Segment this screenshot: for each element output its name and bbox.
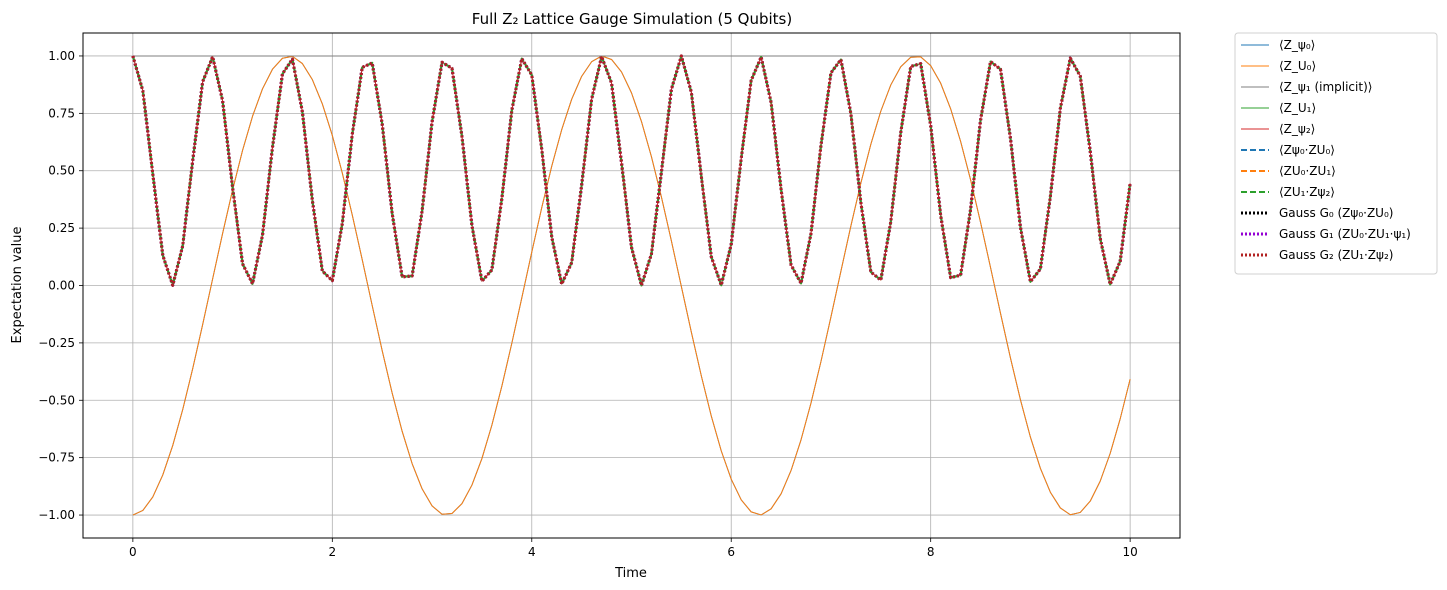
x-tick-label: 10 — [1122, 545, 1137, 559]
legend-label-3: ⟨Z_U₁⟩ — [1279, 101, 1316, 115]
y-tick-label: −0.50 — [38, 393, 75, 407]
legend-frame — [1234, 32, 1438, 275]
y-tick-label: 0.75 — [48, 106, 75, 120]
y-tick-label: 1.00 — [48, 49, 75, 63]
y-tick-label: 0.00 — [48, 279, 75, 293]
legend: ⟨Z_ψ₀⟩ ⟨Z_U₀⟩ ⟨Z_ψ₁ (implicit)⟩ ⟨Z_U₁⟩ ⟨Z_ψ₂… — [1234, 32, 1438, 275]
y-tick-label: 0.25 — [48, 221, 75, 235]
plot-area — [131, 54, 1132, 516]
series-line-10 — [131, 54, 1132, 287]
legend-label-5: ⟨Zψ₀·ZU₀⟩ — [1279, 143, 1335, 157]
chart-title: Full Z₂ Lattice Gauge Simulation (5 Qubi… — [472, 10, 792, 28]
legend-label-4: ⟨Z_ψ₂⟩ — [1279, 122, 1315, 136]
legend-label-10: Gauss G₂ (ZU₁·Zψ₂) — [1279, 248, 1393, 262]
x-tick-label: 2 — [328, 545, 336, 559]
legend-label-2: ⟨Z_ψ₁ (implicit)⟩ — [1279, 80, 1372, 94]
x-axis-title: Time — [614, 566, 647, 581]
x-tick-label: 6 — [727, 545, 735, 559]
x-tick-label: 8 — [927, 545, 935, 559]
x-tick-label: 0 — [129, 545, 137, 559]
grid — [83, 33, 1180, 538]
y-tick-label: −1.00 — [38, 508, 75, 522]
axis-ticks: 0 2 4 6 8 10 −1.00 −0.75 −0.50 −0.25 0.00 0.25 0.50 0… — [38, 49, 1138, 559]
legend-label-0: ⟨Z_ψ₀⟩ — [1279, 38, 1315, 52]
y-tick-label: −0.75 — [38, 451, 75, 465]
x-tick-label: 4 — [528, 545, 536, 559]
series-line-1 — [132, 55, 1131, 516]
legend-label-8: Gauss G₀ (Zψ₀·ZU₀) — [1279, 206, 1393, 220]
legend-label-1: ⟨Z_U₀⟩ — [1279, 59, 1316, 73]
legend-label-6: ⟨ZU₀·ZU₁⟩ — [1279, 164, 1336, 178]
y-tick-label: −0.25 — [38, 336, 75, 350]
y-tick-label: 0.50 — [48, 164, 75, 178]
legend-label-9: Gauss G₁ (ZU₀·ZU₁·ψ₁) — [1279, 227, 1411, 241]
legend-label-7: ⟨ZU₁·Zψ₂⟩ — [1279, 185, 1335, 199]
y-axis-title: Expectation value — [10, 227, 25, 344]
